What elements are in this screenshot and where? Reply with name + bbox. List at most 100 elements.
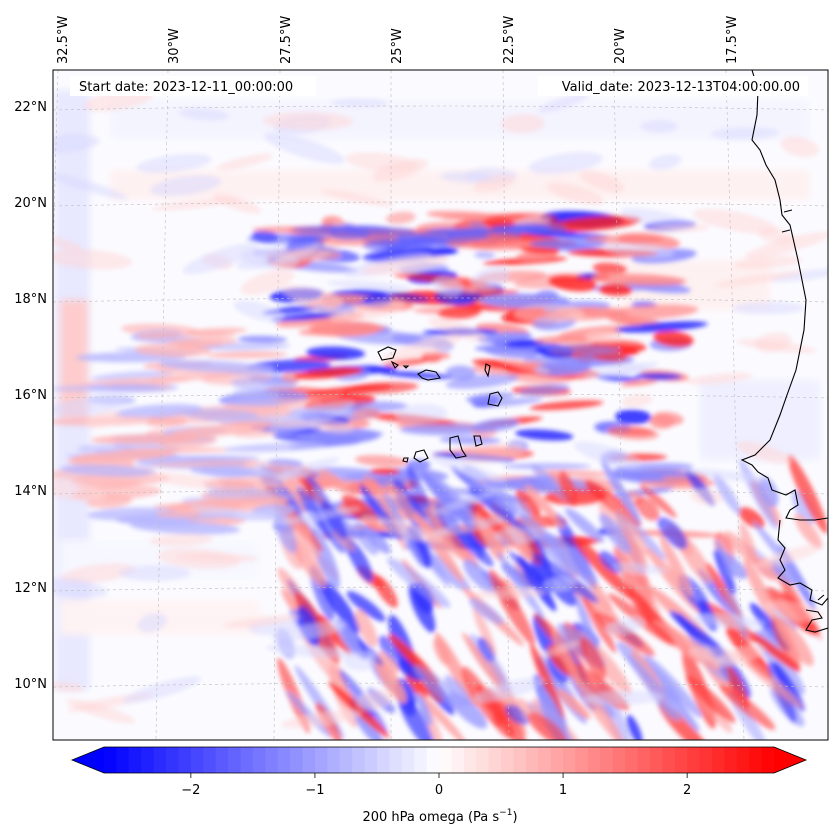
omega-cell [157,548,241,569]
omega-cell [155,510,201,519]
omega-cell [500,113,545,134]
omega-cell [377,651,400,674]
omega-cell [186,327,247,336]
latitude-labels: 22°N 20°N 18°N 16°N 14°N 12°N 10°N [14,100,47,692]
omega-cell [604,304,699,320]
omega-cell [293,367,363,380]
meridian-line [725,70,745,740]
island-maio [473,435,483,447]
omega-cell [494,527,538,545]
omega-cell [87,507,177,521]
colorbar-segment [414,747,427,773]
omega-cell [544,532,598,586]
omega-cell [763,600,824,622]
colorbar-segment [587,747,601,773]
omega-cell [53,172,129,200]
colorbar-segment [141,747,155,773]
omega-cell [583,234,664,245]
omega-cell [398,694,434,740]
omega-cell [317,468,350,493]
omega-cell [223,442,327,453]
omega-cell [383,358,429,367]
colorbar-tick-label: −1 [305,783,324,798]
omega-cell [396,231,489,243]
omega-cell [515,489,541,518]
omega-cell [119,565,191,581]
colorbar-segment [203,747,217,773]
omega-cell [72,450,176,462]
omega-cell [714,550,736,595]
omega-cell [189,504,274,521]
omega-cell [497,551,545,619]
omega-cell [503,463,591,470]
omega-cell [599,513,631,554]
lon-label-20w: 20°W [613,28,628,64]
colorbar-segment [314,747,328,773]
lat-label-20n: 20°N [14,196,47,211]
omega-cell [265,644,356,659]
omega-cell [396,403,448,424]
omega-cell [343,226,415,237]
colorbar-segment [538,747,552,773]
omega-cell [406,459,431,471]
omega-cell [432,276,463,298]
omega-cell [53,577,108,598]
omega-cell [573,675,625,740]
colorbar-segment [439,747,452,773]
omega-cell [590,273,687,286]
omega-cell [573,441,641,469]
coastlines [740,70,828,633]
colorbar-segment [401,747,415,773]
omega-cell [780,136,819,158]
omega-cell [223,614,301,628]
colorbar-title: 200 hPa omega (Pa s−1) [362,808,517,825]
omega-cell [553,629,581,686]
omega-cell [713,645,766,668]
lat-label-22n: 22°N [14,100,47,115]
omega-cell [53,249,133,270]
omega-cell [515,429,574,441]
colorbar-segment [488,747,502,773]
colorbar-min-extend [72,747,104,773]
colorbar-segment [178,747,192,773]
omega-cell [713,473,741,515]
lat-label-12n: 12°N [14,581,47,596]
omega-cell [182,243,259,275]
omega-cell [534,335,591,345]
omega-cell [430,517,505,537]
parallel-line [53,105,828,111]
omega-cell [547,215,642,232]
omega-cell [454,527,494,567]
island-sao-vicente [390,360,399,369]
island-santiago [449,435,467,459]
omega-cell [437,305,481,320]
colorbar-segment [674,747,688,773]
omega-cell [357,639,384,666]
omega-cell [615,409,652,425]
omega-cell [498,356,550,374]
meridian-line [502,70,510,740]
omega-cell [472,605,497,657]
omega-cell [448,692,488,729]
omega-cell [794,513,823,549]
omega-cell [53,396,126,417]
omega-cell [544,344,622,355]
omega-cell [129,520,241,535]
lon-label-17-5w: 17.5°W [725,16,740,64]
omega-cell [579,637,607,680]
omega-cell [159,360,275,374]
omega-cell [122,676,202,704]
omega-cell [113,403,203,419]
omega-cell [659,535,693,597]
colorbar-segment [104,747,117,773]
omega-cell [527,712,568,740]
omega-cell [531,464,573,503]
omega-cell [268,399,355,433]
omega-cell [614,318,643,326]
omega-cell [518,383,570,396]
omega-cell [326,280,412,291]
omega-cell [652,411,684,426]
omega-cell [689,488,723,505]
omega-cell [281,285,344,308]
omega-cell [732,301,805,315]
